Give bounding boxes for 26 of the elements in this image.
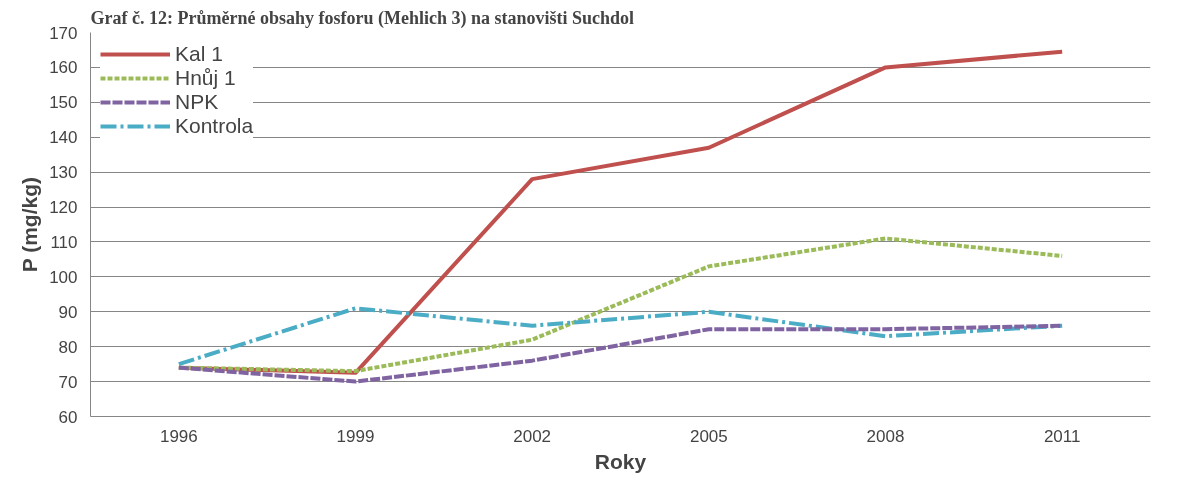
x-tick-label: 2008 [866, 426, 905, 446]
y-tick-label: 70 [58, 372, 78, 392]
x-tick-label: 2005 [689, 426, 728, 446]
y-tick-label: 120 [49, 198, 78, 218]
y-tick-label: 100 [49, 267, 78, 287]
line-series [176, 306, 1065, 367]
x-tick-label: 2011 [1043, 426, 1081, 446]
x-tick-label: 1996 [159, 426, 198, 446]
y-tick-label: 170 [49, 23, 78, 43]
y-tick-label: 130 [49, 163, 78, 183]
y-tick-label: 110 [50, 232, 78, 252]
x-tick-label: 2002 [513, 426, 552, 446]
y-tick-label: 60 [58, 407, 78, 427]
chart-title: Graf č. 12: Průměrné obsahy fosforu (Mehlich 3) na stanovišti Suchdol [90, 7, 634, 29]
legend-label: Hnůj 1 [175, 66, 236, 90]
legend-label: Kontrola [175, 114, 254, 138]
y-tick-label: 90 [58, 302, 78, 322]
y-tick-label: 150 [49, 93, 78, 113]
legend-label: Kal 1 [175, 42, 223, 66]
legend-label: NPK [175, 90, 219, 114]
y-tick-label: 80 [58, 337, 78, 357]
x-tick-label: 1999 [336, 426, 375, 446]
x-axis-title: Roky [594, 449, 647, 473]
y-tick-label: 140 [49, 128, 78, 148]
y-tick-label: 160 [49, 58, 78, 78]
y-axis-title: P (mg/kg) [18, 177, 42, 273]
